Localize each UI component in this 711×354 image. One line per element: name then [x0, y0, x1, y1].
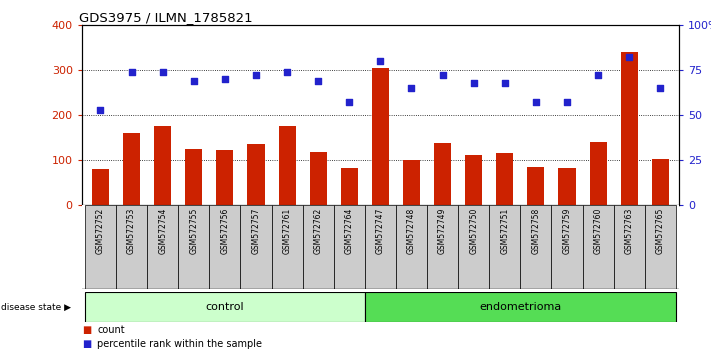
Bar: [528, 167, 545, 205]
Text: GSM572764: GSM572764: [345, 208, 354, 254]
Point: [188, 78, 199, 84]
Bar: [434, 143, 451, 205]
Point: [406, 85, 417, 91]
Bar: [396, 205, 427, 289]
Text: GSM572765: GSM572765: [656, 208, 665, 254]
Bar: [247, 144, 264, 205]
Point: [95, 107, 106, 113]
Bar: [154, 126, 171, 205]
Bar: [147, 205, 178, 289]
Point: [219, 76, 230, 82]
Text: GDS3975 / ILMN_1785821: GDS3975 / ILMN_1785821: [79, 11, 252, 24]
Bar: [652, 159, 669, 205]
Bar: [645, 205, 676, 289]
Bar: [558, 168, 576, 205]
Text: GSM572753: GSM572753: [127, 208, 136, 254]
Bar: [403, 160, 420, 205]
Bar: [520, 205, 552, 289]
Text: GSM572758: GSM572758: [531, 208, 540, 254]
Bar: [185, 149, 203, 205]
Point: [375, 58, 386, 64]
Bar: [85, 205, 116, 289]
Bar: [123, 133, 140, 205]
Text: GSM572755: GSM572755: [189, 208, 198, 254]
Text: GSM572763: GSM572763: [625, 208, 634, 254]
Bar: [341, 168, 358, 205]
Bar: [116, 205, 147, 289]
Text: percentile rank within the sample: percentile rank within the sample: [97, 339, 262, 349]
Bar: [279, 126, 296, 205]
Bar: [589, 142, 606, 205]
Text: ■: ■: [82, 325, 91, 335]
Bar: [333, 205, 365, 289]
Bar: [621, 52, 638, 205]
Text: disease state ▶: disease state ▶: [1, 303, 70, 312]
Point: [468, 80, 479, 85]
Bar: [92, 169, 109, 205]
Bar: [552, 205, 582, 289]
Text: control: control: [205, 302, 244, 312]
Text: GSM572759: GSM572759: [562, 208, 572, 254]
Bar: [309, 152, 327, 205]
Bar: [614, 205, 645, 289]
Text: endometrioma: endometrioma: [479, 302, 562, 312]
Text: GSM572752: GSM572752: [96, 208, 105, 254]
Text: GSM572757: GSM572757: [252, 208, 260, 254]
Bar: [496, 153, 513, 205]
Text: count: count: [97, 325, 125, 335]
Bar: [465, 155, 482, 205]
Point: [655, 85, 666, 91]
Bar: [209, 205, 240, 289]
Text: GSM572751: GSM572751: [501, 208, 509, 254]
Bar: [489, 205, 520, 289]
Point: [343, 99, 355, 105]
Bar: [372, 68, 389, 205]
Point: [562, 99, 573, 105]
Bar: [458, 205, 489, 289]
Text: ■: ■: [82, 339, 91, 349]
Bar: [365, 292, 676, 322]
Text: GSM572749: GSM572749: [438, 208, 447, 254]
Bar: [240, 205, 272, 289]
Bar: [365, 205, 396, 289]
Text: GSM572747: GSM572747: [376, 208, 385, 254]
Text: GSM572761: GSM572761: [282, 208, 292, 254]
Bar: [582, 205, 614, 289]
Point: [530, 99, 542, 105]
Bar: [216, 150, 233, 205]
Text: GSM572760: GSM572760: [594, 208, 603, 254]
Point: [624, 55, 635, 60]
Text: GSM572754: GSM572754: [158, 208, 167, 254]
Point: [592, 73, 604, 78]
Text: GSM572756: GSM572756: [220, 208, 230, 254]
Point: [126, 69, 137, 75]
Point: [282, 69, 293, 75]
Text: GSM572748: GSM572748: [407, 208, 416, 254]
Point: [499, 80, 510, 85]
Bar: [303, 205, 333, 289]
Point: [313, 78, 324, 84]
Point: [157, 69, 169, 75]
Bar: [427, 205, 458, 289]
Point: [437, 73, 448, 78]
Text: GSM572750: GSM572750: [469, 208, 479, 254]
Bar: [85, 292, 365, 322]
Point: [250, 73, 262, 78]
Bar: [272, 205, 303, 289]
Bar: [178, 205, 209, 289]
Text: GSM572762: GSM572762: [314, 208, 323, 254]
